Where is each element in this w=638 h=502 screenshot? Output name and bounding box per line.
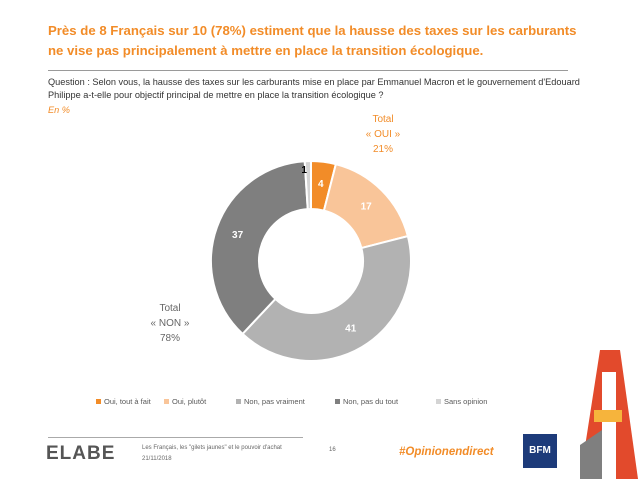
total-oui-line-1: Total xyxy=(372,114,393,125)
donut-slice-4 xyxy=(210,160,309,336)
total-non-line-1: Total xyxy=(159,303,180,314)
slice-label-1: 4 xyxy=(318,179,324,190)
decorative-a-shape xyxy=(580,350,638,479)
total-oui-line-3: 21% xyxy=(373,144,393,155)
total-non-line-2: « NON » xyxy=(151,318,190,329)
footer-study: Les Français, les "gilets jaunes" et le … xyxy=(142,443,282,465)
page-title: Près de 8 Français sur 10 (78%) estiment… xyxy=(48,23,577,58)
donut-chart: 4 17 41 37 1 Total « OUI » 21% Total « NON » 78% Ou… xyxy=(96,114,487,406)
donut-slice-5 xyxy=(303,159,312,211)
legend-swatch-1 xyxy=(96,399,101,404)
title-divider xyxy=(48,70,568,71)
page-number: 16 xyxy=(329,447,336,453)
donut-slice-3 xyxy=(241,234,412,362)
question-text: Question : Selon vous, la hausse des tax… xyxy=(48,77,580,100)
legend-swatch-5 xyxy=(436,399,441,404)
footer-divider xyxy=(48,437,303,438)
slice-label-3: 41 xyxy=(345,324,357,335)
legend-swatch-2 xyxy=(164,399,169,404)
total-non-line-3: 78% xyxy=(160,333,180,344)
footer-date: 21/11/2018 xyxy=(142,456,172,462)
total-oui-line-2: « OUI » xyxy=(366,129,401,140)
elabe-logo: ELABE xyxy=(46,443,116,464)
unit-label: En % xyxy=(48,105,70,115)
bfm-tv-logo: BFM TV xyxy=(523,434,557,490)
legend-label-3: Non, pas vraiment xyxy=(244,397,306,406)
legend-label-5: Sans opinion xyxy=(444,397,487,406)
legend-label-1: Oui, tout à fait xyxy=(104,397,152,406)
slice-label-4: 37 xyxy=(232,230,244,241)
legend-swatch-3 xyxy=(236,399,241,404)
slice-label-2: 17 xyxy=(361,201,373,212)
footer-study-title: Les Français, les "gilets jaunes" et le … xyxy=(142,445,282,451)
legend-label-2: Oui, plutôt xyxy=(172,397,207,406)
hashtag: #Opinionendirect xyxy=(399,446,494,458)
legend-label-4: Non, pas du tout xyxy=(343,397,399,406)
legend-swatch-4 xyxy=(335,399,340,404)
slice-label-5: 1 xyxy=(301,165,307,176)
